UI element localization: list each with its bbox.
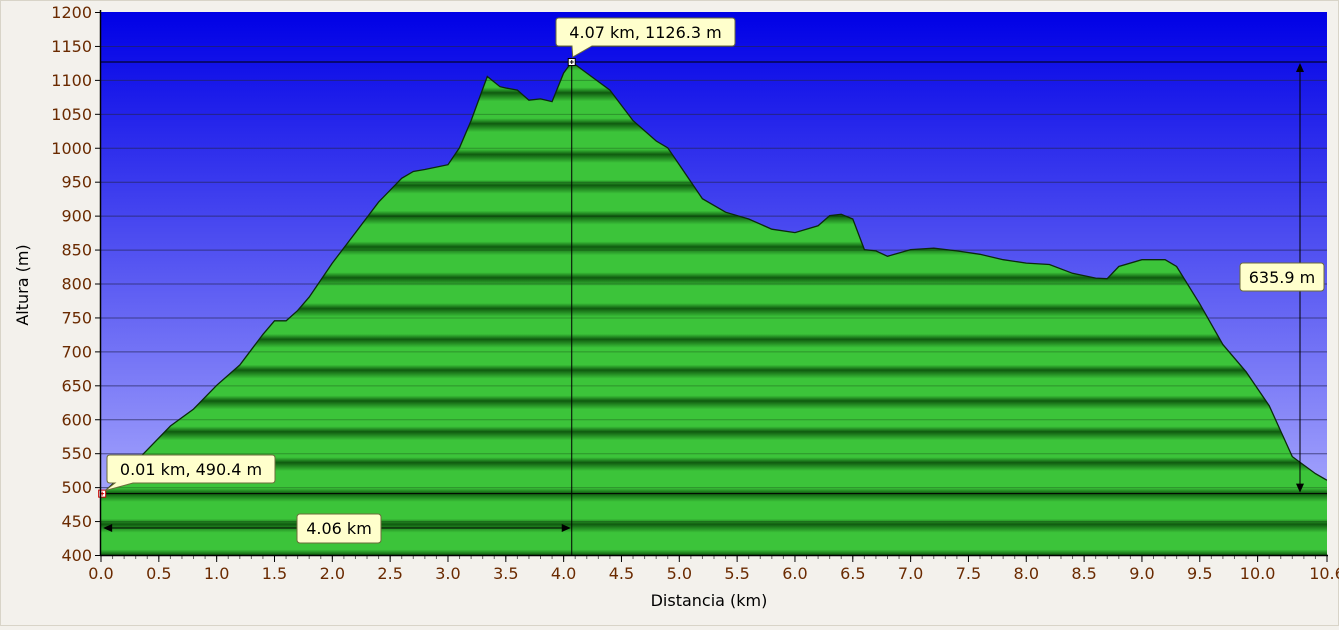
x-tick-label: 1.5	[262, 564, 287, 583]
start-point-callout: 0.01 km, 490.4 m	[104, 454, 276, 492]
vertical-range-label-text: 635.9 m	[1249, 268, 1315, 287]
y-tick-label: 900	[61, 207, 92, 226]
vertical-range-arrow-head-up	[1296, 63, 1304, 73]
y-tick-label: 600	[61, 410, 92, 429]
x-tick-label: 2.0	[320, 564, 345, 583]
x-tick-label: 3.5	[493, 564, 518, 583]
y-tick-label: 650	[61, 376, 92, 395]
y-tick-label: 800	[61, 275, 92, 294]
max-point-callout-label: 4.07 km, 1126.3 m	[569, 23, 721, 42]
x-tick-label: 7.0	[898, 564, 923, 583]
start-point-callout-box	[104, 454, 276, 492]
x-tick-label: 4.0	[551, 564, 576, 583]
x-tick-label: 9.5	[1187, 564, 1212, 583]
x-tick-label: 8.5	[1071, 564, 1096, 583]
y-tick-label: 400	[61, 546, 92, 565]
x-tick-label: 10.6	[1309, 564, 1339, 583]
elevation-area	[101, 62, 1327, 555]
elevation-line	[101, 61, 1327, 495]
x-tick-label: 1.0	[204, 564, 229, 583]
y-tick-label: 1200	[51, 3, 92, 22]
x-tick-label: 6.5	[840, 564, 865, 583]
horizontal-range-label: 4.06 km	[296, 513, 382, 544]
y-tick-label: 1100	[51, 71, 92, 90]
horizontal-range-label-box	[296, 513, 382, 544]
y-tick-label: 500	[61, 478, 92, 497]
y-tick-label: 550	[61, 444, 92, 463]
y-tick-label: 450	[61, 512, 92, 531]
x-tick-label: 10.0	[1240, 564, 1276, 583]
x-tick-label: 0.5	[146, 564, 171, 583]
horizontal-range-arrow-head-right	[561, 524, 571, 532]
x-axis-ticks: 0.0 0.5 1.0 1.5 2.0 2.5 3.0 3.5 4.0 4.5 5.0 5.5 6.0 6…	[88, 556, 1339, 583]
y-tick-label: 850	[61, 241, 92, 260]
start-point-callout-label: 0.01 km, 490.4 m	[120, 460, 262, 479]
y-tick-label: 1050	[51, 105, 92, 124]
vertical-range-arrow-head-down	[1296, 483, 1304, 493]
y-axis-ticks: 1200 1150 1100 1050 1000 950 900 850 800 750 700 65…	[51, 3, 100, 565]
y-tick-label: 750	[61, 308, 92, 327]
x-tick-label: 9.0	[1129, 564, 1154, 583]
y-axis-title: Altura (m)	[13, 244, 32, 325]
grid-lines-over-area	[101, 45, 1327, 523]
max-point-marker-cross	[569, 60, 574, 65]
max-point-callout-box	[555, 17, 736, 58]
max-point-callout: 4.07 km, 1126.3 m	[555, 17, 736, 58]
x-tick-label: 6.0	[782, 564, 807, 583]
x-tick-label: 5.5	[724, 564, 749, 583]
x-tick-label: 2.5	[377, 564, 402, 583]
horizontal-range-label-text: 4.06 km	[306, 519, 372, 538]
x-tick-label: 4.5	[609, 564, 634, 583]
x-axis-title: Distancia (km)	[651, 591, 768, 610]
x-tick-label: 8.0	[1014, 564, 1039, 583]
y-tick-label: 950	[61, 173, 92, 192]
vertical-range-label: 635.9 m	[1239, 262, 1325, 292]
area-group	[101, 45, 1327, 555]
vertical-range-label-box	[1239, 262, 1325, 292]
reference-lines	[101, 61, 1327, 555]
y-tick-label: 1150	[51, 37, 92, 56]
x-tick-label: 3.0	[435, 564, 460, 583]
x-tick-label: 7.5	[956, 564, 981, 583]
y-tick-label: 700	[61, 342, 92, 361]
horizontal-range-arrow-head-left	[103, 524, 113, 532]
x-tick-label: 0.0	[88, 564, 113, 583]
x-tick-label: 5.0	[667, 564, 692, 583]
y-tick-label: 1000	[51, 139, 92, 158]
